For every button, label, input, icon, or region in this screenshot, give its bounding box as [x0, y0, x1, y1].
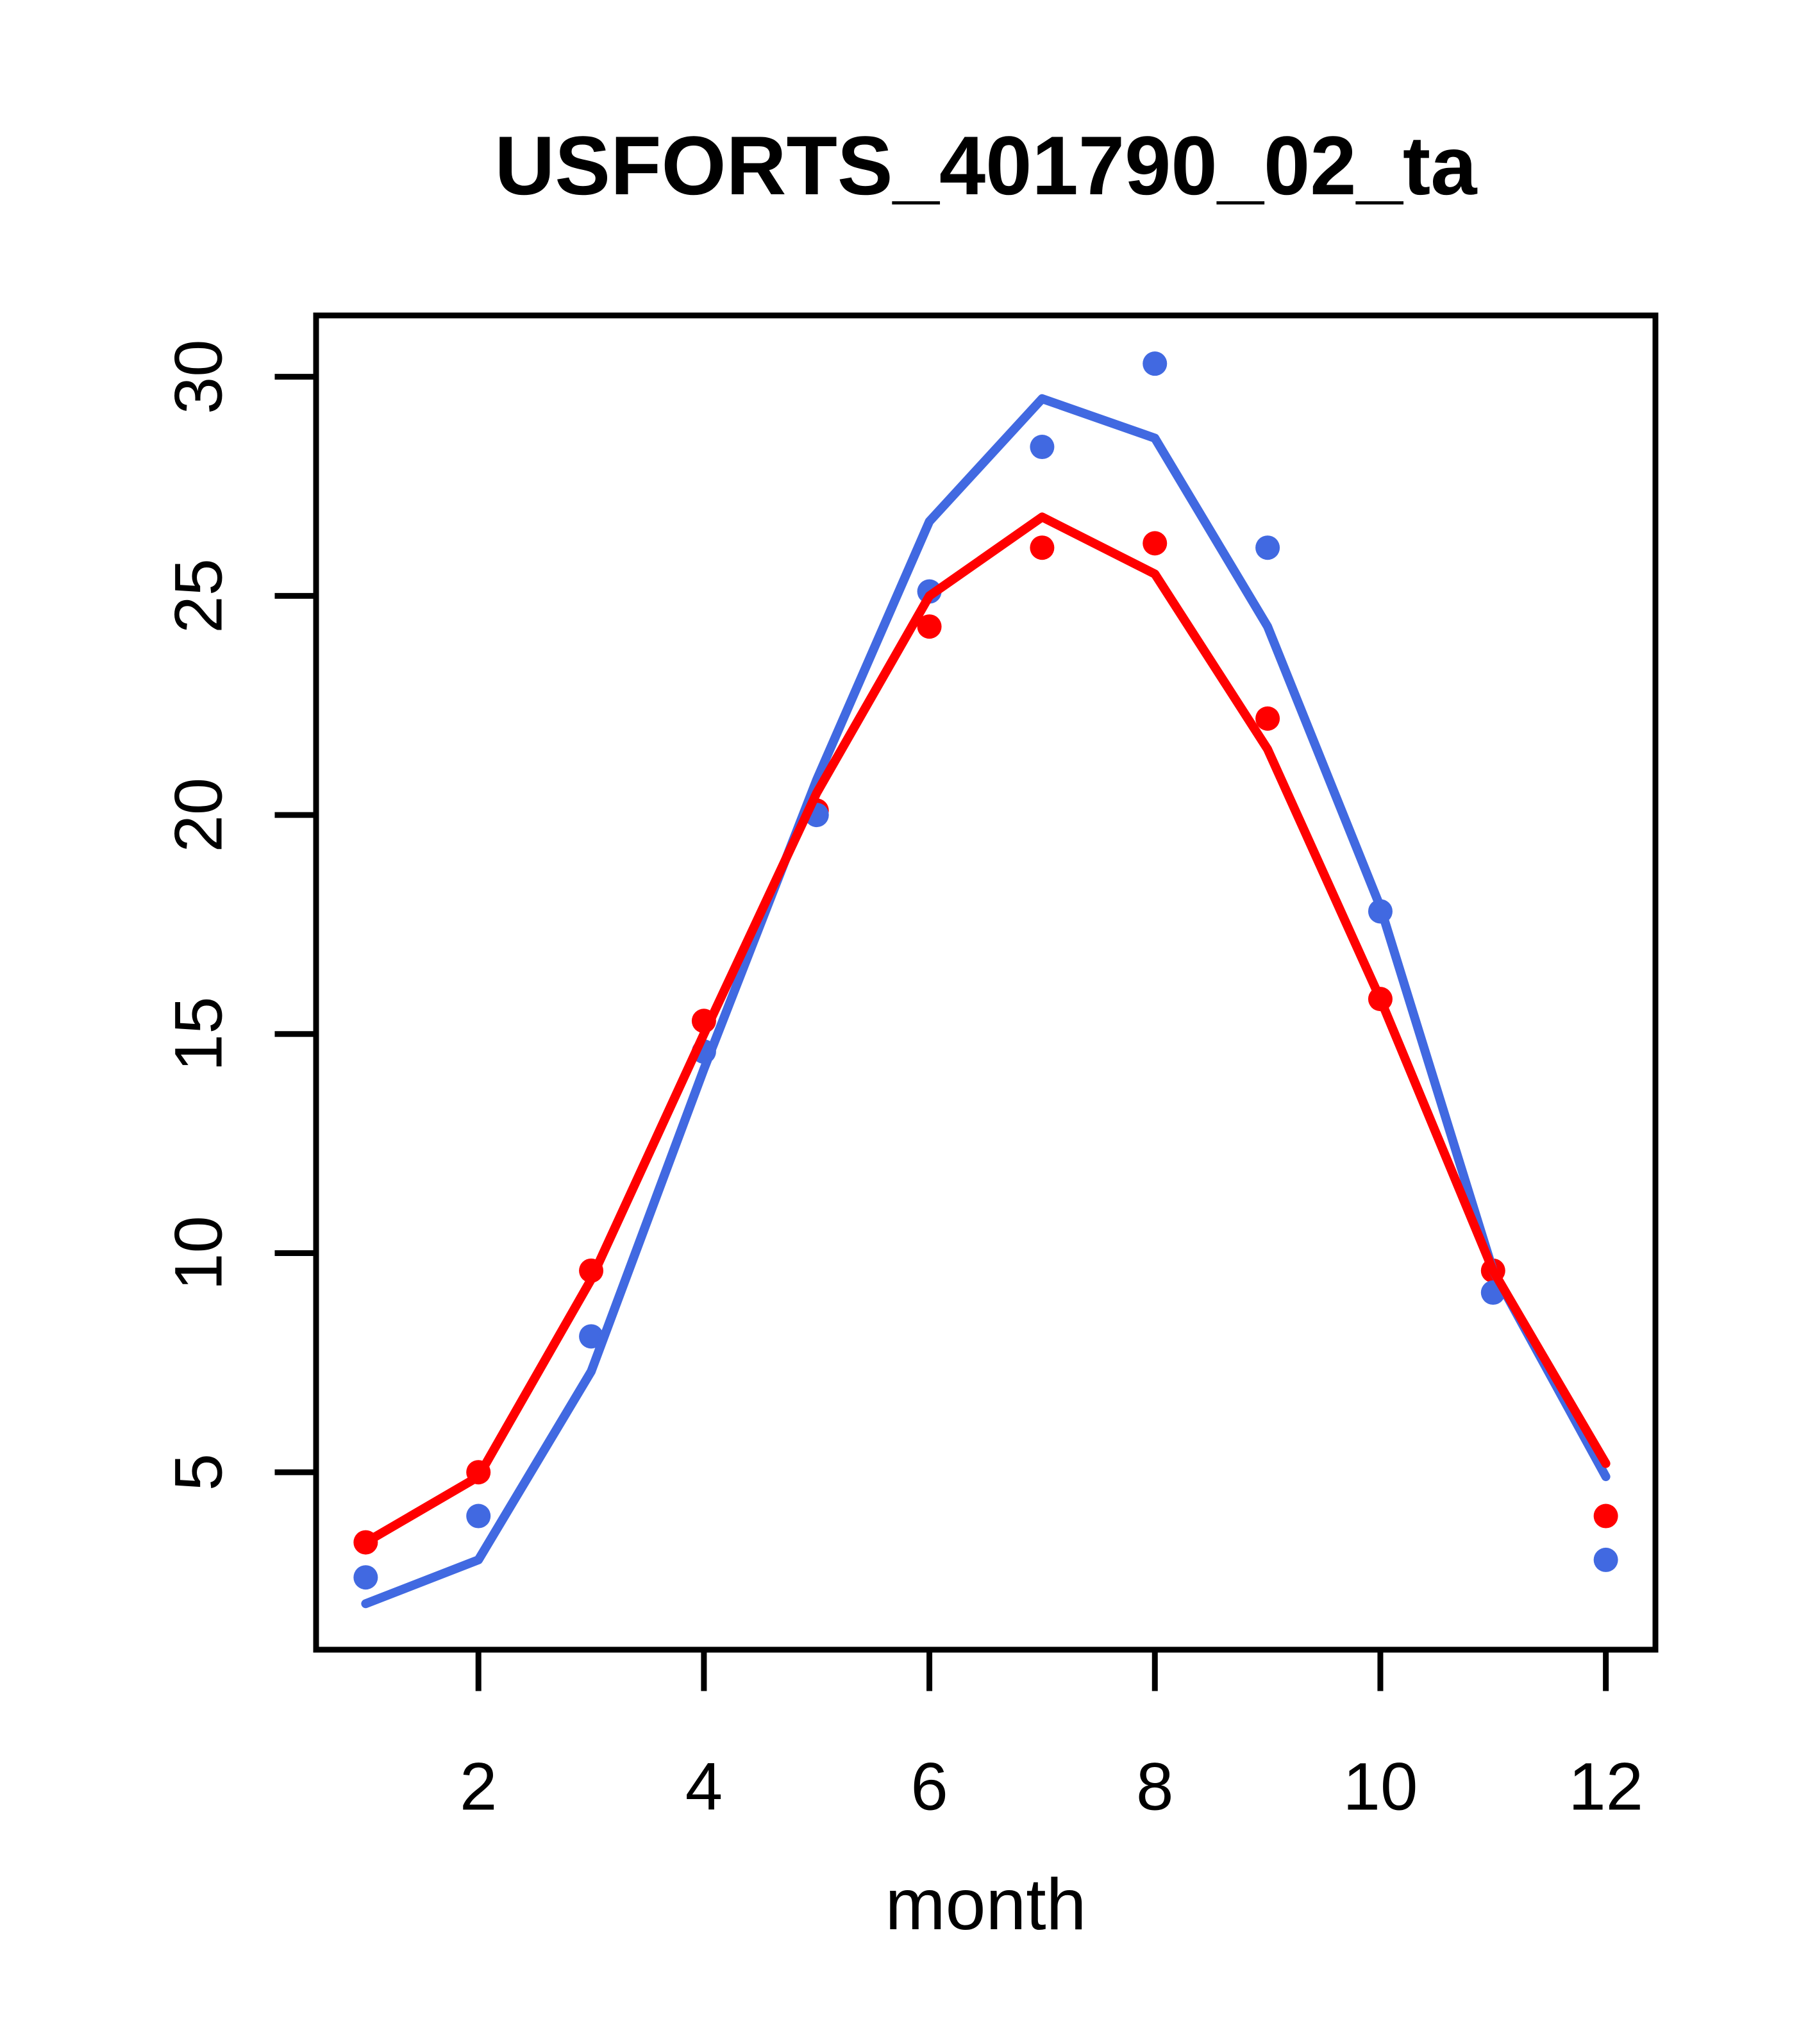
y-tick-label: 20	[162, 778, 237, 853]
series-blue-line	[361, 394, 1611, 1609]
x-tick-label: 12	[1568, 1750, 1643, 1825]
x-tick-label: 8	[1136, 1750, 1173, 1825]
data-point-red-points	[1143, 531, 1168, 556]
y-tick-label: 15	[162, 996, 237, 1071]
data-point-blue-points	[1030, 435, 1055, 460]
data-point-blue-points	[353, 1565, 378, 1590]
y-tick-label: 25	[162, 558, 237, 633]
data-point-red-points	[1030, 535, 1055, 560]
data-point-blue-points	[1593, 1547, 1618, 1572]
x-tick-label: 2	[460, 1750, 497, 1825]
series-red-points	[353, 531, 1618, 1555]
plot-box	[313, 312, 1659, 1653]
x-tick-label: 4	[685, 1750, 723, 1825]
data-point-red-points	[1593, 1504, 1618, 1529]
y-tick-label: 10	[162, 1216, 237, 1291]
x-tick-label: 6	[910, 1750, 948, 1825]
y-tick-label: 30	[162, 339, 237, 414]
chart-title: USFORTS_401790_02_ta	[494, 119, 1477, 212]
x-axis-title: month	[885, 1864, 1087, 1945]
data-point-red-points	[1255, 706, 1280, 731]
data-point-blue-points	[1255, 535, 1280, 560]
series-red-line	[361, 512, 1611, 1547]
series-blue-points	[353, 351, 1618, 1590]
data-point-red-points	[917, 614, 942, 639]
y-tick-label: 5	[162, 1453, 237, 1491]
data-point-blue-points	[466, 1504, 491, 1529]
x-tick-label: 10	[1343, 1750, 1418, 1825]
data-point-blue-points	[1143, 351, 1168, 376]
